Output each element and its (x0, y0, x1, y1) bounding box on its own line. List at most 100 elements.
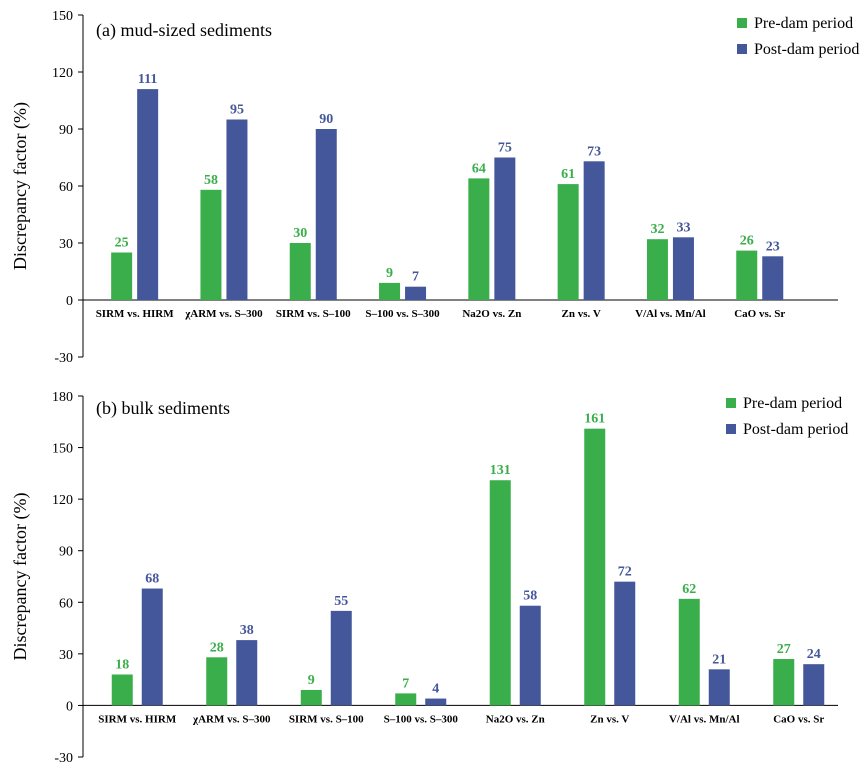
y-tick-label: -30 (54, 751, 73, 766)
bar-post-dam (614, 581, 636, 706)
data-label: 33 (676, 220, 690, 235)
category-label: SIRM vs. HIRM (98, 713, 177, 725)
y-tick-label: 180 (52, 390, 73, 405)
bar-pre-dam (736, 250, 758, 300)
bar-post-dam (583, 161, 605, 300)
bar-pre-dam (300, 689, 322, 706)
y-tick-label: 120 (52, 66, 73, 81)
category-label: CaO vs. Sr (773, 713, 824, 725)
bar-post-dam (137, 89, 159, 300)
data-label: 75 (498, 141, 512, 156)
panel-a-mud-sized: -30 0 30 60 90 120 150 Discrepancy factor (%) (a… (10, 9, 859, 366)
y-tick-label: -30 (54, 351, 73, 366)
y-tick-label: 90 (59, 545, 73, 560)
bar-pre-dam (206, 657, 228, 706)
category-label: V/Al vs. Mn/Al (635, 308, 706, 320)
category-label: Zn vs. V (590, 713, 629, 725)
bar-post-dam (672, 237, 694, 300)
data-label: 32 (650, 222, 664, 237)
y-tick-label: 60 (59, 180, 73, 195)
data-label: 4 (432, 682, 439, 697)
bar-pre-dam (289, 243, 311, 300)
bar-post-dam (803, 664, 825, 706)
legend-swatch (737, 44, 747, 54)
bar-post-dam (226, 119, 248, 300)
data-label: 27 (777, 642, 791, 657)
y-tick-label: 60 (59, 596, 73, 611)
bar-post-dam (494, 157, 516, 300)
legend-label: Pre-dam period (743, 395, 842, 412)
bar-pre-dam (379, 282, 401, 300)
bar-post-dam (762, 256, 784, 300)
data-label: 9 (386, 266, 393, 281)
bar-pre-dam (773, 659, 795, 706)
y-axis-title: Discrepancy factor (%) (10, 102, 31, 270)
bar-post-dam (519, 605, 541, 706)
y-tick-label: 120 (52, 493, 73, 508)
category-label: SIRM vs. S–100 (276, 308, 351, 320)
category-label: Na2O vs. Zn (462, 308, 521, 320)
y-tick-label: 150 (52, 9, 73, 24)
data-label: 72 (618, 565, 632, 580)
data-label: 111 (138, 72, 157, 87)
bar-post-dam (425, 698, 447, 706)
legend-label: Pre-dam period (754, 15, 853, 32)
data-label: 62 (682, 582, 696, 597)
data-label: 68 (145, 572, 159, 587)
y-tick-label: 0 (66, 699, 73, 714)
panel-b-bulk: -30 0 30 60 90 120 150 180 Discrepancy factor (%… (10, 390, 848, 766)
category-label: SIRM vs. S–100 (289, 713, 364, 725)
y-tick-label: 90 (59, 123, 73, 138)
bar-pre-dam (468, 178, 490, 300)
bar-post-dam (330, 610, 352, 706)
category-label: Na2O vs. Zn (486, 713, 545, 725)
data-label: 21 (712, 652, 726, 667)
category-label: Zn vs. V (562, 308, 601, 320)
data-label: 25 (115, 236, 129, 251)
y-tick-label: 0 (66, 294, 73, 309)
bar-pre-dam (200, 189, 222, 300)
category-label: SIRM vs. HIRM (96, 308, 175, 320)
data-label: 55 (334, 594, 348, 609)
data-label: 58 (204, 173, 218, 188)
bar-pre-dam (584, 428, 606, 706)
panel-title: (b) bulk sediments (96, 398, 230, 419)
data-label: 7 (402, 676, 409, 691)
bar-pre-dam (557, 184, 579, 300)
legend-swatch (726, 424, 736, 434)
data-label: 24 (807, 647, 821, 662)
data-label: 90 (319, 112, 333, 127)
bar-pre-dam (489, 480, 511, 706)
category-label: χARM vs. S–300 (192, 713, 271, 725)
bar-pre-dam (111, 674, 133, 706)
data-label: 38 (240, 623, 254, 638)
data-label: 30 (293, 226, 307, 241)
legend-swatch (737, 18, 747, 28)
y-tick-label: 30 (59, 648, 73, 663)
category-label: V/Al vs. Mn/Al (669, 713, 740, 725)
category-label: S–100 vs. S–300 (365, 308, 440, 320)
bar-post-dam (141, 588, 163, 706)
y-tick-label: 150 (52, 442, 73, 457)
data-label: 64 (472, 161, 486, 176)
data-label: 131 (490, 463, 511, 478)
bar-post-dam (315, 129, 337, 300)
data-label: 28 (210, 640, 224, 655)
data-label: 26 (740, 234, 754, 249)
bar-pre-dam (646, 239, 668, 300)
data-label: 61 (561, 167, 575, 182)
category-label: CaO vs. Sr (734, 308, 785, 320)
bar-pre-dam (395, 693, 417, 706)
data-label: 9 (308, 673, 315, 688)
y-tick-label: 30 (59, 237, 73, 252)
y-axis-title: Discrepancy factor (%) (10, 493, 31, 661)
bar-post-dam (405, 286, 427, 300)
data-label: 95 (230, 103, 244, 118)
data-label: 23 (766, 239, 780, 254)
bar-post-dam (708, 669, 730, 706)
data-label: 58 (523, 589, 537, 604)
panel-title: (a) mud-sized sediments (96, 20, 272, 41)
data-label: 7 (412, 270, 419, 285)
data-label: 18 (115, 657, 129, 672)
